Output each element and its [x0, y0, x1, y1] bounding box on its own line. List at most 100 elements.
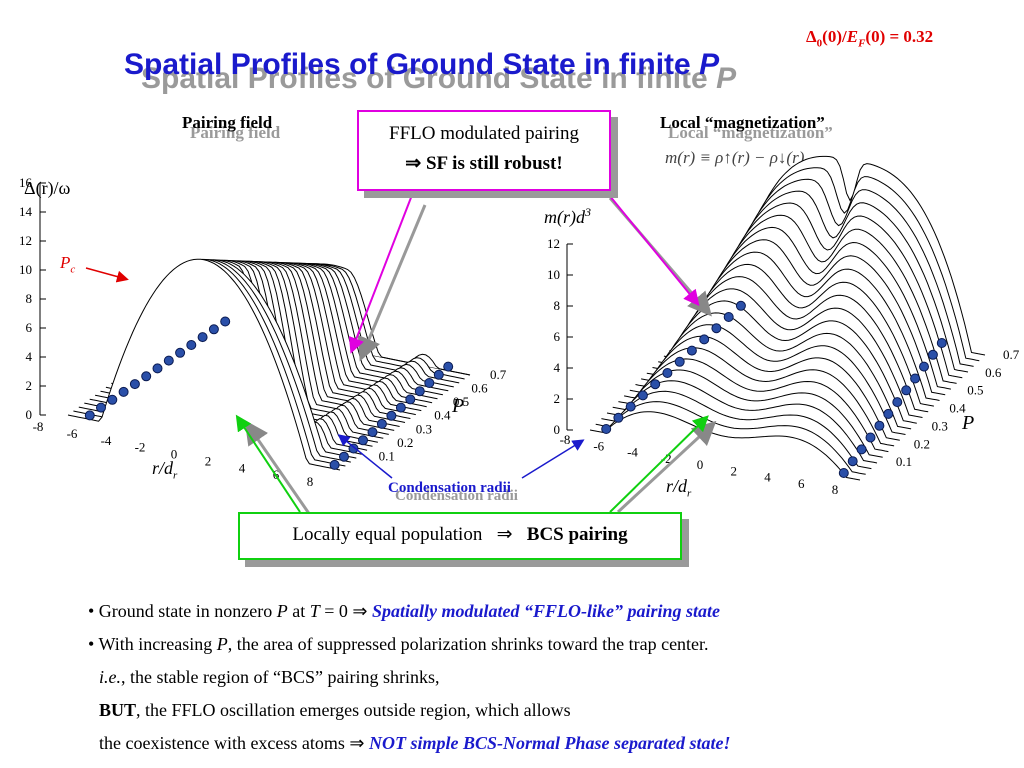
right-xtick: 2 — [731, 463, 738, 478]
fflo-callout: FFLO modulated pairing ⇒ SF is still rob… — [357, 110, 611, 191]
left-ytick: 4 — [26, 349, 33, 364]
right-ptick: 0.6 — [985, 365, 1002, 380]
left-radius-dot — [220, 316, 231, 327]
right-xtick: 8 — [832, 482, 839, 497]
right-radius-dot — [874, 420, 885, 431]
right-curve — [589, 411, 861, 481]
left-ptick: 0.6 — [471, 381, 488, 396]
left-radius-dot — [163, 355, 174, 366]
right-ytick: 2 — [554, 391, 561, 406]
right-plabel: P — [962, 412, 975, 434]
left-ptick: 0.5 — [453, 394, 469, 409]
bullet-1: • Ground state in nonzero P at T = 0 ⇒ S… — [88, 601, 721, 621]
left-radius-dot — [329, 459, 340, 470]
right-ytick: 6 — [554, 329, 561, 344]
bullet-4: BUT, the FFLO oscillation emerges outsid… — [99, 700, 571, 720]
bcs-arrow-left — [235, 414, 301, 513]
right-ytick: 8 — [554, 298, 561, 313]
bullet-2: • With increasing P, the area of suppres… — [88, 634, 709, 654]
right-header: Local “magnetization” — [660, 113, 825, 132]
magnetization-chart: 024681012-8-6-4-2024680.10.20.30.40.50.6… — [547, 155, 1020, 497]
right-radius-dot — [910, 373, 921, 384]
left-radius-dot — [433, 369, 444, 380]
right-ptick: 0.1 — [896, 454, 912, 469]
right-ylabel: m(r)d3 — [544, 205, 591, 227]
left-xtick: -4 — [101, 433, 112, 448]
right-radius-dot — [625, 401, 636, 412]
bcs-arrow-left-shadow — [244, 420, 312, 516]
right-radius-dot — [927, 349, 938, 360]
right-radius-dot — [847, 456, 858, 467]
left-radius-dot — [367, 427, 378, 438]
right-ptick: 0.2 — [914, 436, 930, 451]
right-header-shadow: Local “magnetization” — [668, 123, 833, 142]
left-radius-dot — [405, 394, 416, 405]
left-radius-dot — [386, 410, 397, 421]
left-xlabel: r/dr — [152, 458, 178, 482]
right-radius-dot — [662, 368, 673, 378]
left-ytick: 2 — [26, 378, 33, 393]
right-radius-dot — [699, 334, 710, 345]
left-ytick: 8 — [26, 291, 33, 306]
right-xtick: -8 — [560, 432, 571, 447]
right-xtick: -6 — [593, 438, 604, 453]
parameter-label: Δ0(0)/EF(0) = 0.32 — [806, 27, 934, 50]
right-radius-dot — [856, 444, 867, 455]
right-radius-dot — [723, 312, 734, 322]
left-xtick: 8 — [307, 474, 314, 489]
fflo-line2: ⇒ SF is still robust! — [405, 153, 563, 174]
left-ptick: 0.2 — [397, 435, 413, 450]
left-radius-dot — [175, 347, 186, 358]
left-xtick: 0 — [171, 447, 178, 462]
right-ptick: 0.7 — [1003, 347, 1020, 362]
right-radius-dot — [735, 300, 746, 311]
right-xtick: 0 — [697, 457, 704, 472]
left-ptick: 0.4 — [434, 408, 451, 423]
bcs-text: Locally equal population ⇒ BCS pairing — [292, 524, 628, 545]
left-radius-dot — [376, 418, 387, 429]
right-xtick: 6 — [798, 476, 805, 491]
right-ytick: 0 — [554, 422, 561, 437]
left-ptick: 0.3 — [416, 421, 432, 436]
left-ytick: 12 — [19, 233, 32, 248]
bullet-3: i.e., the stable region of “BCS” pairing… — [99, 667, 440, 687]
bullet-5: the coexistence with excess atoms ⇒ NOT … — [99, 733, 731, 753]
left-radius-dot — [348, 443, 359, 454]
fflo-arrow-right — [604, 189, 700, 307]
right-radius-dot — [838, 468, 849, 478]
left-ptick: 0.1 — [379, 448, 395, 463]
left-ptick: 0.7 — [490, 367, 507, 382]
left-xtick: -2 — [135, 440, 146, 455]
pc-arrow — [85, 267, 129, 283]
right-radius-dot — [901, 385, 912, 396]
right-xlabel: r/dr — [666, 476, 692, 500]
cond-arrow-right — [521, 439, 585, 479]
left-ytick: 16 — [19, 175, 33, 190]
left-xtick: -8 — [33, 419, 44, 434]
condensation-label-shadow: Condensation radii — [395, 488, 518, 504]
left-radius-dot — [395, 402, 406, 413]
left-radius-dot — [129, 379, 140, 390]
right-xtick: -4 — [627, 445, 638, 460]
cond-arrow-left — [337, 434, 393, 479]
right-radius-dot — [883, 408, 894, 419]
right-ytick: 4 — [554, 360, 561, 375]
right-radius-dot — [865, 432, 876, 443]
page-title-shadow: Spatial Profiles of Ground State in fini… — [141, 62, 737, 95]
left-radius-dot — [152, 363, 163, 374]
pc-label: Pc — [60, 253, 76, 276]
right-radius-dot — [601, 424, 612, 434]
left-radius-dot — [118, 386, 129, 397]
right-radius-dot — [650, 379, 661, 390]
left-xtick: 2 — [205, 453, 212, 468]
right-ytick: 12 — [547, 236, 560, 251]
right-radius-dot — [637, 390, 648, 401]
right-radius-dot — [892, 397, 903, 408]
right-ytick: 10 — [547, 267, 560, 282]
left-xtick: 4 — [239, 460, 246, 475]
right-radius-dot — [613, 412, 624, 423]
left-radius-dot — [208, 324, 219, 335]
left-plabel: P — [452, 395, 465, 417]
right-ptick: 0.3 — [932, 418, 948, 433]
